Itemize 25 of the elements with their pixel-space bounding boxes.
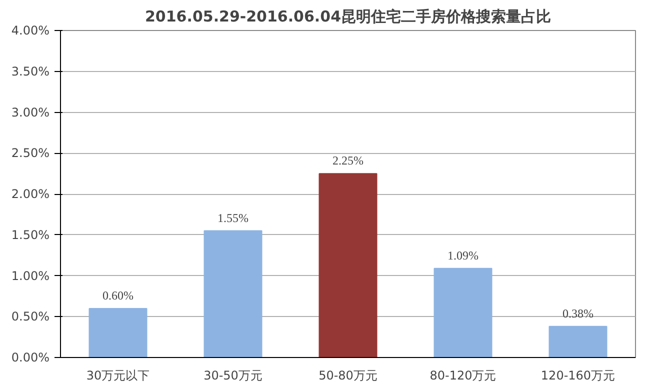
bar: [88, 308, 148, 358]
y-tick-label: 1.50%: [11, 228, 50, 242]
bar: [204, 230, 262, 358]
data-label: 1.09%: [448, 248, 478, 262]
y-tick-label: 2.00%: [11, 187, 50, 201]
data-label: 0.60%: [102, 288, 134, 302]
y-tick-label: 0.00%: [11, 350, 50, 364]
chart-title: 2016.05.29-2016.06.04昆明住宅二手房价格搜索量占比: [144, 8, 552, 26]
x-tick-label: 80-120万元: [430, 368, 496, 382]
bar: [318, 173, 378, 358]
data-label: 2.25%: [332, 154, 364, 168]
y-tick-label: 3.00%: [11, 105, 50, 120]
x-tick-label: 30-50万元: [204, 368, 262, 382]
data-label: 0.38%: [562, 306, 594, 320]
y-tick-label: 3.50%: [11, 64, 50, 78]
x-tick-label: 50-80万元: [318, 368, 378, 382]
y-tick-label: 4.00%: [11, 24, 50, 38]
x-tick-label: 30万元以下: [86, 368, 150, 382]
y-tick-label: 1.00%: [11, 268, 50, 283]
bar: [548, 326, 608, 358]
bar: [434, 268, 492, 358]
data-label: 1.55%: [218, 210, 248, 225]
y-tick-label: 2.50%: [11, 146, 50, 160]
x-tick-label: 120-160万元: [540, 368, 616, 382]
y-tick-label: 0.50%: [11, 310, 50, 324]
